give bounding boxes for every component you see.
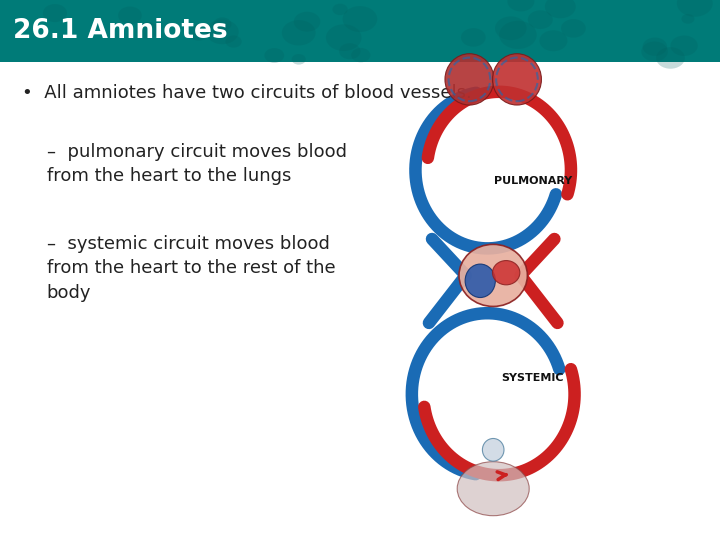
- Circle shape: [528, 10, 553, 29]
- Circle shape: [351, 48, 370, 62]
- Circle shape: [670, 36, 698, 56]
- Circle shape: [206, 19, 239, 44]
- Text: –  pulmonary circuit moves blood
from the heart to the lungs: – pulmonary circuit moves blood from the…: [47, 143, 347, 185]
- Circle shape: [333, 4, 348, 15]
- Circle shape: [642, 42, 668, 62]
- Text: •  All amniotes have two circuits of blood vessels.: • All amniotes have two circuits of bloo…: [22, 84, 472, 102]
- Circle shape: [264, 48, 284, 63]
- Circle shape: [539, 30, 567, 51]
- Circle shape: [656, 47, 685, 69]
- Circle shape: [43, 4, 67, 22]
- Circle shape: [561, 19, 586, 38]
- Circle shape: [508, 0, 534, 11]
- Circle shape: [118, 6, 142, 24]
- Ellipse shape: [492, 261, 520, 285]
- Circle shape: [326, 24, 361, 51]
- Circle shape: [545, 0, 576, 18]
- Circle shape: [339, 43, 361, 59]
- Circle shape: [188, 24, 210, 40]
- Circle shape: [677, 0, 713, 17]
- Circle shape: [495, 16, 526, 40]
- Circle shape: [681, 14, 695, 24]
- Bar: [0, 62, 720, 540]
- Circle shape: [461, 28, 486, 46]
- Circle shape: [225, 36, 242, 48]
- Ellipse shape: [465, 264, 495, 298]
- Circle shape: [282, 20, 315, 45]
- Circle shape: [643, 37, 667, 56]
- Text: PULMONARY: PULMONARY: [494, 176, 572, 186]
- Circle shape: [294, 12, 320, 32]
- Bar: [0, 0, 720, 62]
- Circle shape: [136, 22, 158, 38]
- Text: –  systemic circuit moves blood
from the heart to the rest of the
body: – systemic circuit moves blood from the …: [47, 235, 336, 301]
- Ellipse shape: [445, 53, 494, 105]
- Ellipse shape: [482, 438, 504, 461]
- Ellipse shape: [459, 244, 528, 306]
- Text: SYSTEMIC: SYSTEMIC: [502, 373, 564, 383]
- Circle shape: [213, 17, 232, 31]
- Text: 26.1 Amniotes: 26.1 Amniotes: [13, 18, 228, 44]
- Ellipse shape: [457, 462, 529, 516]
- Ellipse shape: [492, 53, 541, 105]
- Circle shape: [343, 6, 377, 32]
- Circle shape: [292, 54, 306, 65]
- Circle shape: [499, 21, 536, 49]
